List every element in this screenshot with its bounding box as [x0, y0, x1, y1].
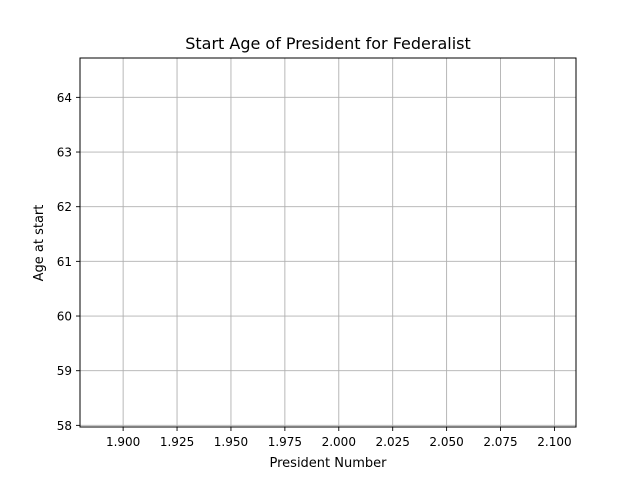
y-tick-label: 62 [57, 200, 72, 214]
chart-title: Start Age of President for Federalist [185, 34, 471, 53]
x-axis-label: President Number [270, 456, 388, 471]
x-tick-label: 1.925 [160, 435, 194, 449]
x-tick-label: 2.025 [376, 435, 410, 449]
plot-area-frame [79, 57, 577, 428]
y-tick-label: 61 [57, 255, 72, 269]
grid-lines [80, 58, 576, 427]
x-tick-label: 2.050 [429, 435, 463, 449]
y-tick-label: 58 [57, 419, 72, 433]
y-axis-ticks: 58 59 60 61 62 63 64 [57, 91, 80, 433]
x-tick-label: 2.100 [537, 435, 571, 449]
y-tick-label: 63 [57, 146, 72, 160]
x-tick-label: 1.900 [106, 435, 140, 449]
x-tick-label: 1.950 [214, 435, 248, 449]
x-axis-ticks: 1.900 1.925 1.950 1.975 2.000 2.025 2.050 2.075… [106, 427, 572, 449]
x-tick-label: 1.975 [268, 435, 302, 449]
x-tick-label: 2.075 [483, 435, 517, 449]
y-tick-label: 64 [57, 91, 72, 105]
y-axis-label: Age at start [32, 205, 47, 282]
y-tick-label: 60 [57, 310, 72, 324]
x-tick-label: 2.000 [322, 435, 356, 449]
y-tick-label: 59 [57, 364, 72, 378]
